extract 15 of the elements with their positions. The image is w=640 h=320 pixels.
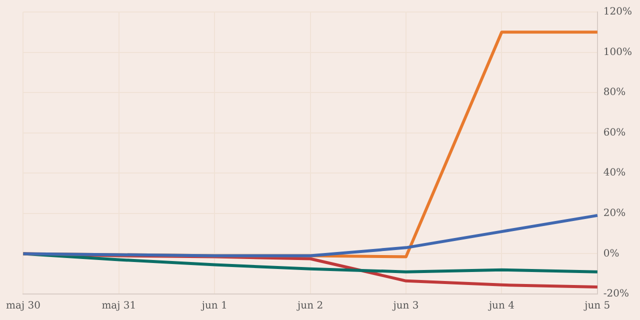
y-tick-label: 0% xyxy=(603,248,620,260)
y-tick-label: 40% xyxy=(603,168,626,179)
y-tick-label: 20% xyxy=(603,208,626,220)
x-tick-label: jun 3 xyxy=(392,300,419,312)
x-tick-label: maj 31 xyxy=(102,300,136,312)
x-tick-label: jun 1 xyxy=(200,300,228,312)
y-tick-label: 60% xyxy=(603,127,626,138)
y-tick-label: -20% xyxy=(603,288,630,300)
x-tick-label: jun 5 xyxy=(584,300,610,312)
x-tick-label: jun 2 xyxy=(296,300,324,312)
y-tick-label: 100% xyxy=(603,46,632,58)
y-tick-label: 80% xyxy=(603,87,626,98)
y-tick-label: 120% xyxy=(603,6,632,18)
x-tick-label: maj 30 xyxy=(6,300,40,312)
x-tick-label: jun 4 xyxy=(488,300,514,312)
